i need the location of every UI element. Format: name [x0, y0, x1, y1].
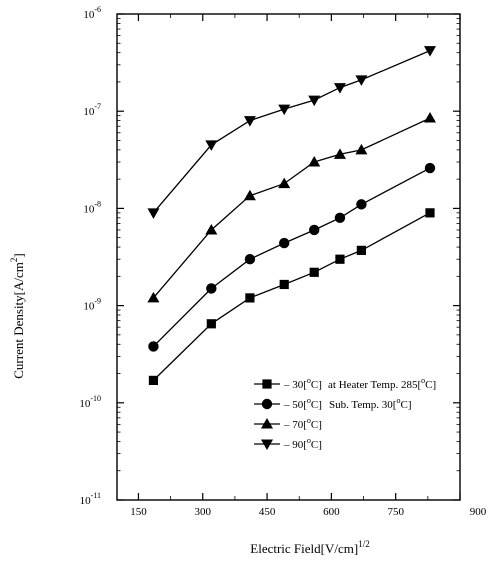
annotation-2: Sub. Temp. 30[oC] — [329, 396, 411, 411]
series-line-3 — [152, 117, 431, 299]
annotations: at Heater Temp. 285[oC] Sub. Temp. 30[oC] — [328, 376, 436, 411]
data-point-series-2 — [356, 199, 367, 210]
series-lines — [152, 50, 431, 381]
data-point-series-1 — [279, 279, 289, 290]
data-point-series-3 — [243, 189, 256, 201]
data-point-series-3 — [278, 177, 291, 189]
y-tick-label: 10-7 — [83, 102, 101, 118]
y-axis-label-sup: 2 — [9, 258, 19, 263]
data-point-series-4 — [355, 75, 368, 86]
data-point-series-3 — [147, 291, 160, 303]
y-tick-labels: 10-11 10-10 10-9 10-8 10-7 10-6 — [79, 5, 101, 507]
x-axis-label: Electric Field[V/cm]1/2 — [250, 539, 369, 556]
legend-label-1: – 30[oC] — [283, 376, 322, 391]
data-point-series-2 — [309, 224, 320, 236]
data-point-series-1 — [309, 267, 319, 277]
x-tick-label: 900 — [470, 506, 487, 518]
x-tick-label: 150 — [130, 506, 147, 518]
y-tick-label: 10-8 — [83, 199, 101, 215]
annotation-1: at Heater Temp. 285[oC] — [328, 376, 436, 391]
data-point-series-1 — [356, 245, 366, 255]
y-axis-label: Current Density[A/cm2] — [9, 253, 26, 378]
data-point-series-2 — [334, 212, 346, 224]
legend-marker-4 — [261, 439, 273, 450]
legend-marker-2 — [261, 398, 273, 410]
y-tick-label: 10-6 — [83, 5, 101, 21]
y-tick-label: 10-9 — [83, 297, 101, 313]
data-point-series-3 — [423, 112, 436, 123]
x-tick-label: 600 — [323, 506, 340, 518]
data-point-series-4 — [243, 116, 256, 127]
y-axis-label-close: ] — [11, 253, 26, 257]
series-line-2 — [152, 167, 431, 347]
data-point-series-1 — [206, 319, 216, 329]
x-tick-label: 750 — [387, 506, 404, 518]
series-line-1 — [152, 212, 431, 381]
data-point-series-2 — [424, 162, 436, 174]
data-point-series-2 — [206, 283, 217, 294]
data-point-series-2 — [244, 254, 256, 265]
x-tick-label: 300 — [195, 506, 212, 518]
x-tick-labels: 150 300 450 600 750 900 — [130, 506, 487, 518]
series-markers — [147, 46, 436, 386]
x-axis-label-sup: 1/2 — [358, 539, 370, 549]
legend-label-4: – 90[oC] — [283, 436, 322, 451]
plot-frame — [116, 13, 461, 501]
legend-marker-3 — [261, 418, 273, 429]
data-point-series-1 — [425, 208, 435, 218]
data-point-series-4 — [308, 95, 321, 107]
data-point-series-3 — [333, 148, 346, 159]
data-point-series-4 — [423, 46, 436, 57]
axis-ticks — [117, 13, 461, 501]
x-tick-label: 450 — [259, 506, 276, 518]
legend-label-3: – 70[oC] — [283, 416, 322, 431]
data-point-series-3 — [308, 156, 321, 167]
data-point-series-3 — [355, 143, 368, 155]
data-point-series-4 — [147, 208, 160, 219]
data-point-series-1 — [148, 375, 159, 386]
data-point-series-4 — [278, 104, 291, 116]
data-point-series-4 — [333, 83, 346, 94]
data-point-series-3 — [205, 223, 218, 235]
data-point-series-2 — [279, 237, 290, 249]
y-tick-label: 10-11 — [80, 491, 101, 507]
legend: – 30[oC] – 50[oC] – 70[oC] – 90[oC] — [254, 376, 322, 451]
x-axis-label-text: Electric Field[V/cm] — [250, 541, 358, 556]
legend-label-2: – 50[oC] — [283, 396, 322, 411]
data-point-series-1 — [245, 293, 255, 303]
data-point-series-1 — [335, 254, 345, 264]
data-point-series-4 — [205, 140, 218, 151]
legend-marker-1 — [262, 379, 272, 389]
y-tick-label: 10-10 — [79, 394, 101, 410]
data-point-series-2 — [148, 341, 159, 352]
series-line-4 — [152, 50, 431, 214]
y-axis-label-text: Current Density[A/cm — [11, 262, 26, 379]
